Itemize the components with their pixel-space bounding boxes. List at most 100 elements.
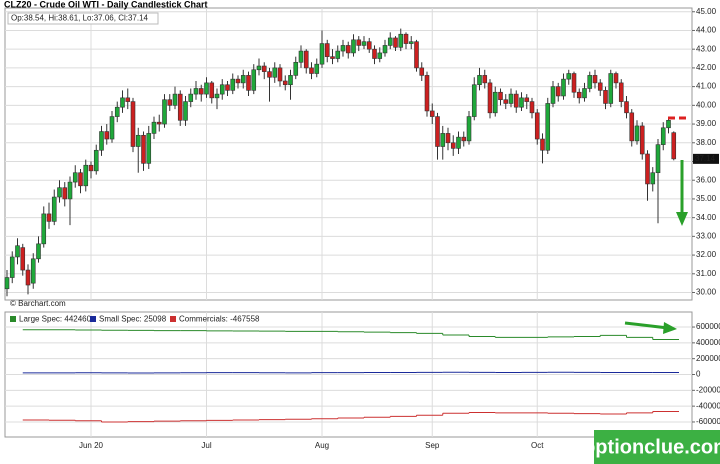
candle-body	[15, 245, 20, 258]
candle-body	[36, 243, 41, 260]
candle-body	[660, 127, 666, 145]
candle-body	[204, 82, 209, 95]
candle-body	[403, 33, 409, 44]
candle-body	[487, 82, 493, 114]
candle-body	[351, 39, 356, 54]
candle-body	[597, 82, 603, 91]
candle-body	[618, 82, 624, 102]
x-tick-label: Jul	[201, 441, 211, 450]
candle-body	[319, 43, 325, 65]
candle-body	[93, 149, 99, 172]
candle-body	[603, 90, 608, 104]
y-tick-label: 41.00	[696, 82, 717, 91]
y-tick-label: -400000	[696, 401, 720, 410]
candle-body	[513, 93, 519, 108]
candle-body	[256, 65, 262, 71]
candle-body	[529, 101, 535, 114]
candle-body	[272, 67, 278, 78]
candle-body	[188, 93, 194, 102]
candle-body	[109, 116, 115, 140]
y-tick-label: 38.00	[696, 138, 717, 147]
cot-arrow-head	[663, 322, 677, 334]
candle-body	[345, 45, 351, 54]
candle-body	[498, 91, 503, 101]
candle-body	[671, 132, 677, 160]
candle-body	[83, 164, 89, 187]
candle-body	[4, 277, 10, 290]
candle-body	[25, 269, 31, 286]
y-tick-label: 32.00	[696, 250, 717, 259]
candle-body	[183, 101, 188, 121]
candle-body	[424, 75, 430, 112]
down-arrow-head	[676, 212, 688, 226]
chart-title: CLZ20 - Crude Oil WTI - Daily Candlestic…	[4, 0, 208, 9]
candle-body	[566, 73, 572, 80]
candle-body	[450, 142, 456, 149]
candle-body	[377, 52, 383, 59]
candle-body	[261, 65, 267, 72]
candle-body	[41, 213, 47, 245]
candle-body	[214, 93, 220, 99]
x-tick-label: Sep	[425, 441, 440, 450]
candle-body	[492, 91, 498, 114]
y-tick-label: 600000	[696, 322, 720, 331]
candle-body	[57, 187, 62, 198]
y-tick-label: 39.00	[696, 119, 717, 128]
candle-body	[151, 121, 157, 134]
candle-body	[387, 37, 393, 46]
candle-body	[146, 133, 152, 164]
candle-body	[508, 93, 514, 104]
legend-label: Small Spec: 25098	[99, 315, 167, 324]
candle-body	[650, 172, 656, 185]
candle-body	[382, 45, 388, 54]
y-tick-label: 33.00	[696, 231, 717, 240]
y-tick-label: 43.00	[696, 44, 717, 53]
y-tick-label: 0	[696, 370, 701, 379]
x-tick-label: Aug	[315, 441, 329, 450]
cot-arrow	[624, 321, 669, 330]
candle-body	[30, 258, 36, 284]
legend-swatch	[10, 316, 16, 322]
candle-body	[524, 97, 530, 102]
candle-body	[435, 116, 440, 147]
y-tick-label: 30.00	[696, 288, 717, 297]
candle-body	[335, 50, 341, 59]
y-tick-label: 35.00	[696, 194, 717, 203]
candle-body	[282, 80, 288, 86]
candle-body	[456, 136, 461, 149]
y-tick-label: 31.00	[696, 269, 717, 278]
candle-body	[240, 75, 246, 84]
x-tick-label: Oct	[531, 441, 544, 450]
candle-body	[666, 120, 671, 129]
y-tick-label: -600000	[696, 417, 720, 426]
candle-body	[624, 101, 629, 114]
candle-body	[440, 133, 446, 147]
candle-body	[613, 73, 619, 84]
grid-layer	[5, 8, 695, 437]
candle-body	[309, 67, 314, 74]
candle-body	[78, 172, 83, 187]
candle-body	[550, 86, 556, 104]
candle-body	[314, 63, 320, 74]
candle-body	[540, 138, 545, 151]
candle-body	[72, 172, 78, 183]
candle-body	[51, 196, 57, 222]
candle-body	[655, 144, 661, 174]
candle-body	[104, 131, 110, 140]
candle-body	[639, 125, 645, 155]
watermark-box	[594, 430, 720, 464]
candle-body	[587, 75, 593, 89]
candle-body	[130, 101, 136, 147]
mark-layer: 30.0031.0032.0033.0034.0035.0036.0037.00…	[4, 7, 720, 450]
candle-body	[114, 106, 120, 117]
candle-body	[629, 112, 635, 142]
candle-body	[303, 50, 309, 69]
candle-body	[209, 82, 215, 99]
candle-body	[393, 37, 398, 48]
candle-body	[519, 97, 524, 108]
source: © Barchart.com	[10, 299, 66, 308]
